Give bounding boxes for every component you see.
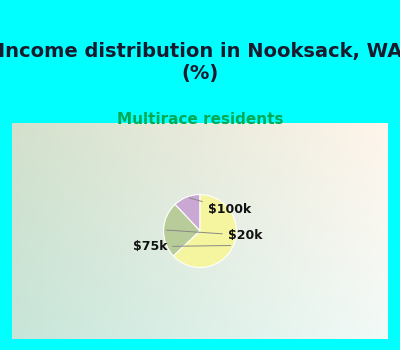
Text: $75k: $75k: [132, 240, 231, 253]
Text: Multirace residents: Multirace residents: [117, 112, 283, 127]
Wedge shape: [164, 204, 200, 256]
Wedge shape: [175, 195, 200, 231]
Text: Income distribution in Nooksack, WA
(%): Income distribution in Nooksack, WA (%): [0, 42, 400, 83]
Text: $20k: $20k: [166, 229, 262, 242]
Wedge shape: [174, 195, 236, 267]
Text: $100k: $100k: [189, 198, 251, 216]
